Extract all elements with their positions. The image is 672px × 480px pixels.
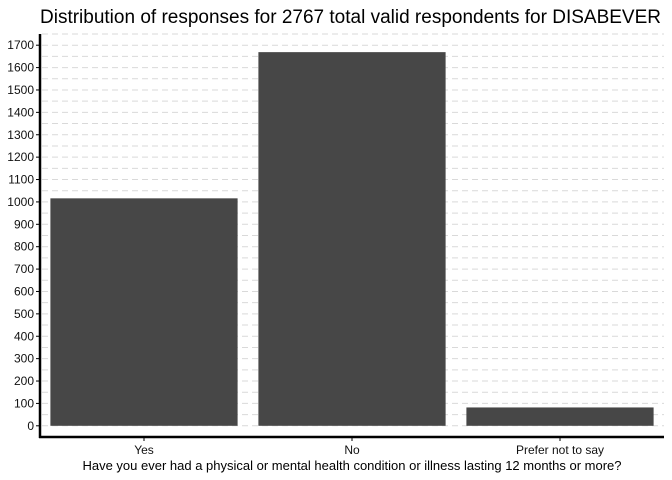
y-tick-label: 700 [14,262,34,276]
y-tick-label: 300 [14,352,34,366]
y-tick-label: 100 [14,396,34,410]
x-tick-label: Prefer not to say [516,443,604,457]
y-tick-label: 0 [27,419,34,433]
y-tick-label: 1200 [7,150,34,164]
bar-no [258,52,446,426]
y-tick-label: 1700 [7,38,34,52]
y-axis-ticks: 0 100 200 300 400 500 600 700 800 900 1000 1100 1200… [7,38,40,433]
y-tick-label: 500 [14,307,34,321]
bar-prefer-not-to-say [466,407,654,426]
x-tick-label: Yes [134,443,154,457]
x-tick-label: No [344,443,360,457]
y-tick-label: 400 [14,329,34,343]
chart-title: Distribution of responses for 2767 total… [40,7,661,28]
y-tick-label: 1000 [7,195,34,209]
bars [50,52,654,426]
x-axis-ticks: Yes No Prefer not to say [134,437,604,457]
y-tick-label: 200 [14,374,34,388]
y-tick-label: 1600 [7,61,34,75]
y-tick-label: 1300 [7,128,34,142]
x-axis-title: Have you ever had a physical or mental h… [82,458,621,473]
y-tick-label: 800 [14,240,34,254]
y-tick-label: 900 [14,217,34,231]
y-tick-label: 1100 [8,173,34,187]
y-tick-label: 1500 [7,83,34,97]
bar-yes [50,198,238,426]
y-tick-label: 600 [14,284,34,298]
y-tick-label: 1400 [7,105,34,119]
